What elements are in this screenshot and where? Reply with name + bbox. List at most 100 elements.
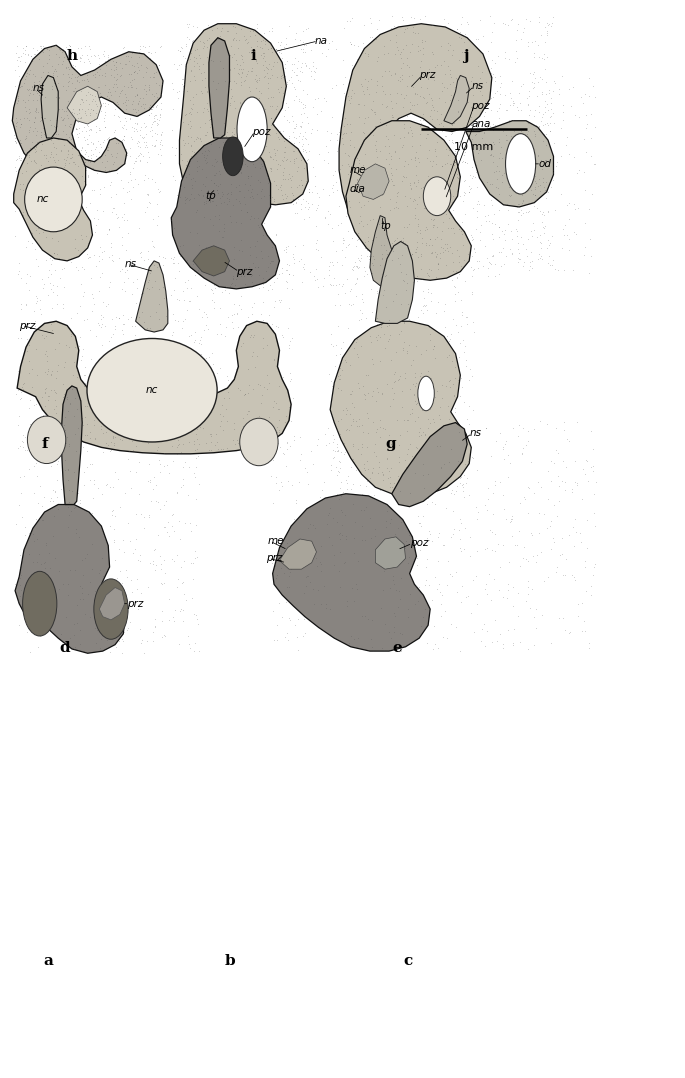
Point [243,167,254,184]
Point [547,171,558,189]
Point [195,335,206,353]
Point [154,107,165,124]
Point [138,314,149,331]
Point [380,151,391,168]
Point [429,349,440,367]
Text: tp: tp [206,191,216,202]
Point [81,91,92,108]
Point [21,330,32,347]
Point [123,423,134,440]
Point [266,88,277,106]
Point [216,78,227,95]
Point [54,182,65,199]
Point [11,386,22,403]
Point [433,293,444,310]
Polygon shape [99,588,125,620]
Point [432,431,443,448]
Point [181,423,192,440]
Point [178,585,189,603]
Point [458,482,469,499]
Point [243,361,254,378]
Point [121,88,132,106]
Point [59,102,70,120]
Point [525,599,536,617]
Point [331,243,342,260]
Point [443,347,454,364]
Point [339,69,350,86]
Point [114,85,125,102]
Point [397,70,408,87]
Point [482,267,493,285]
Point [224,155,235,172]
Point [577,622,588,639]
Point [412,238,423,255]
Point [276,124,287,141]
Point [506,12,516,29]
Point [580,553,590,570]
Point [518,178,529,195]
Point [395,255,406,273]
Point [17,175,28,192]
Point [198,176,209,193]
Point [235,77,246,94]
Point [400,19,411,37]
Point [390,65,401,82]
Point [29,109,40,126]
Point [137,342,148,359]
Point [286,61,297,79]
Point [99,409,110,426]
Point [518,164,529,181]
Point [116,431,127,448]
Point [423,467,434,484]
Point [566,483,577,500]
Point [248,43,259,60]
Point [212,178,223,195]
Point [290,492,301,509]
Point [38,406,49,424]
Point [78,340,89,357]
Point [367,232,378,249]
Point [130,80,141,97]
Point [546,95,557,112]
Point [145,471,155,488]
Point [421,95,432,112]
Point [412,409,423,426]
Point [90,582,101,599]
Point [289,50,300,67]
Point [443,14,453,31]
Point [132,86,142,103]
Point [330,77,341,94]
Point [15,389,26,406]
Point [581,120,592,137]
Point [120,92,131,109]
Point [422,125,433,142]
Point [78,416,89,433]
Point [446,245,457,262]
Point [90,430,101,447]
Point [372,52,383,69]
Point [245,207,256,224]
Point [208,275,219,292]
Point [32,289,42,306]
Point [188,367,199,384]
Point [258,210,269,227]
Point [539,218,550,235]
Point [54,580,65,597]
Point [463,252,474,270]
Point [580,181,590,198]
Point [450,142,461,160]
Point [506,511,517,528]
Point [471,156,482,174]
Point [30,421,41,439]
Point [51,370,62,387]
Point [298,627,309,645]
Point [408,351,419,369]
Point [268,603,279,620]
Point [184,30,195,47]
Point [290,194,301,211]
Point [79,119,90,136]
Point [451,168,462,185]
Point [543,462,553,480]
Point [251,52,262,69]
Point [86,559,97,577]
